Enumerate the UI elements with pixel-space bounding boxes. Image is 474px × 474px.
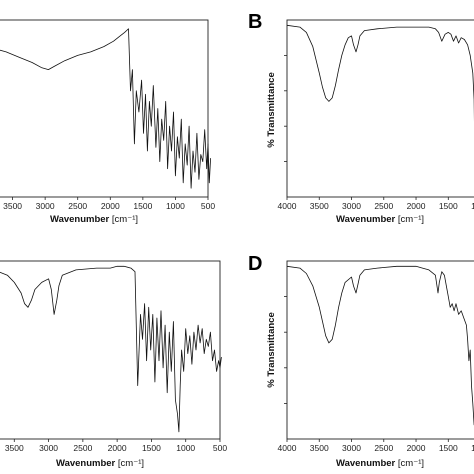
panel-c-spectrum <box>0 265 222 433</box>
panel-a-xtick-label: 3000 <box>36 201 55 211</box>
panel-c-xtick-label: 2000 <box>108 443 127 453</box>
panel-d-letter: D <box>248 253 262 275</box>
panel-c-xtick-label: 500 <box>213 443 227 453</box>
panel-c-xtick-label: 1500 <box>142 443 161 453</box>
panel-b-ylabel: % Transmittance <box>266 72 277 148</box>
panel-b-xtick-label: 4000 <box>278 201 297 211</box>
panel-a-xtick-label: 2000 <box>101 201 120 211</box>
panel-c-xtick-label: 3000 <box>39 443 58 453</box>
panel-d-xtick-label: 3500 <box>310 443 329 453</box>
panel-a-xtick-label: 500 <box>201 201 215 211</box>
panel-b-xlabel: Wavenumber [cm⁻¹] <box>336 214 424 225</box>
panel-a-xlabel: Wavenumber [cm⁻¹] <box>50 214 138 225</box>
panel-b-spectrum <box>286 24 474 122</box>
panel-c-xlabel: Wavenumber [cm⁻¹] <box>56 458 144 469</box>
panel-b-xtick-label: 1000 <box>471 201 474 211</box>
panel-d-xtick-label: 3000 <box>342 443 361 453</box>
panel-a: 4000350030002500200015001000500 Wavenumb… <box>0 19 215 225</box>
panel-d-spectrum <box>286 265 474 426</box>
panel-b-xtick-label: 1500 <box>439 201 458 211</box>
panel-a-spectrum <box>0 28 211 189</box>
panel-b-ticks: 4000 3500 3000 2500 2000 1500 1000 <box>278 55 474 211</box>
panel-d: D 4000 3500 3000 2500 2000 1500 1000 % Transmi… <box>248 253 474 469</box>
panel-d-xtick-label: 2000 <box>407 443 426 453</box>
panel-b-frame <box>286 19 474 198</box>
panel-d-xtick-label: 4000 <box>278 443 297 453</box>
panel-b-xtick-label: 3000 <box>342 201 361 211</box>
panel-b-xtick-label: 2500 <box>374 201 393 211</box>
panel-b-xtick-label: 2000 <box>407 201 426 211</box>
panel-d-ylabel: % Transmittance <box>266 312 277 388</box>
panel-d-xtick-label: 1500 <box>439 443 458 453</box>
panel-d-xlabel: Wavenumber [cm⁻¹] <box>336 458 424 469</box>
panel-c-xtick-label: 3500 <box>5 443 24 453</box>
panel-c-frame <box>0 260 221 440</box>
panel-c-xtick-label: 2500 <box>73 443 92 453</box>
panel-c-ticks: 4000350030002500200015001000500 <box>5 439 227 453</box>
panel-d-xtick-label: 2500 <box>374 443 393 453</box>
panel-c: 4000350030002500200015001000500 Wavenumb… <box>0 260 227 469</box>
panel-a-xtick-label: 3500 <box>3 201 22 211</box>
panel-b-letter: B <box>248 11 262 33</box>
panel-a-ticks: 4000350030002500200015001000500 <box>3 197 215 211</box>
panel-a-frame <box>0 19 209 198</box>
panel-a-xtick-label: 2500 <box>68 201 87 211</box>
panel-c-xtick-label: 1000 <box>176 443 195 453</box>
panel-d-ticks: 4000 3500 3000 2500 2000 1500 1000 <box>278 296 474 453</box>
panel-b-xtick-label: 3500 <box>310 201 329 211</box>
panel-d-xtick-label: 1000 <box>471 443 474 453</box>
panel-b: B 4000 3500 3000 2500 2000 1500 1000 % Transmi… <box>248 11 474 225</box>
panel-d-frame <box>286 260 474 440</box>
panel-a-xtick-label: 1000 <box>166 201 185 211</box>
panel-a-xtick-label: 1500 <box>133 201 152 211</box>
